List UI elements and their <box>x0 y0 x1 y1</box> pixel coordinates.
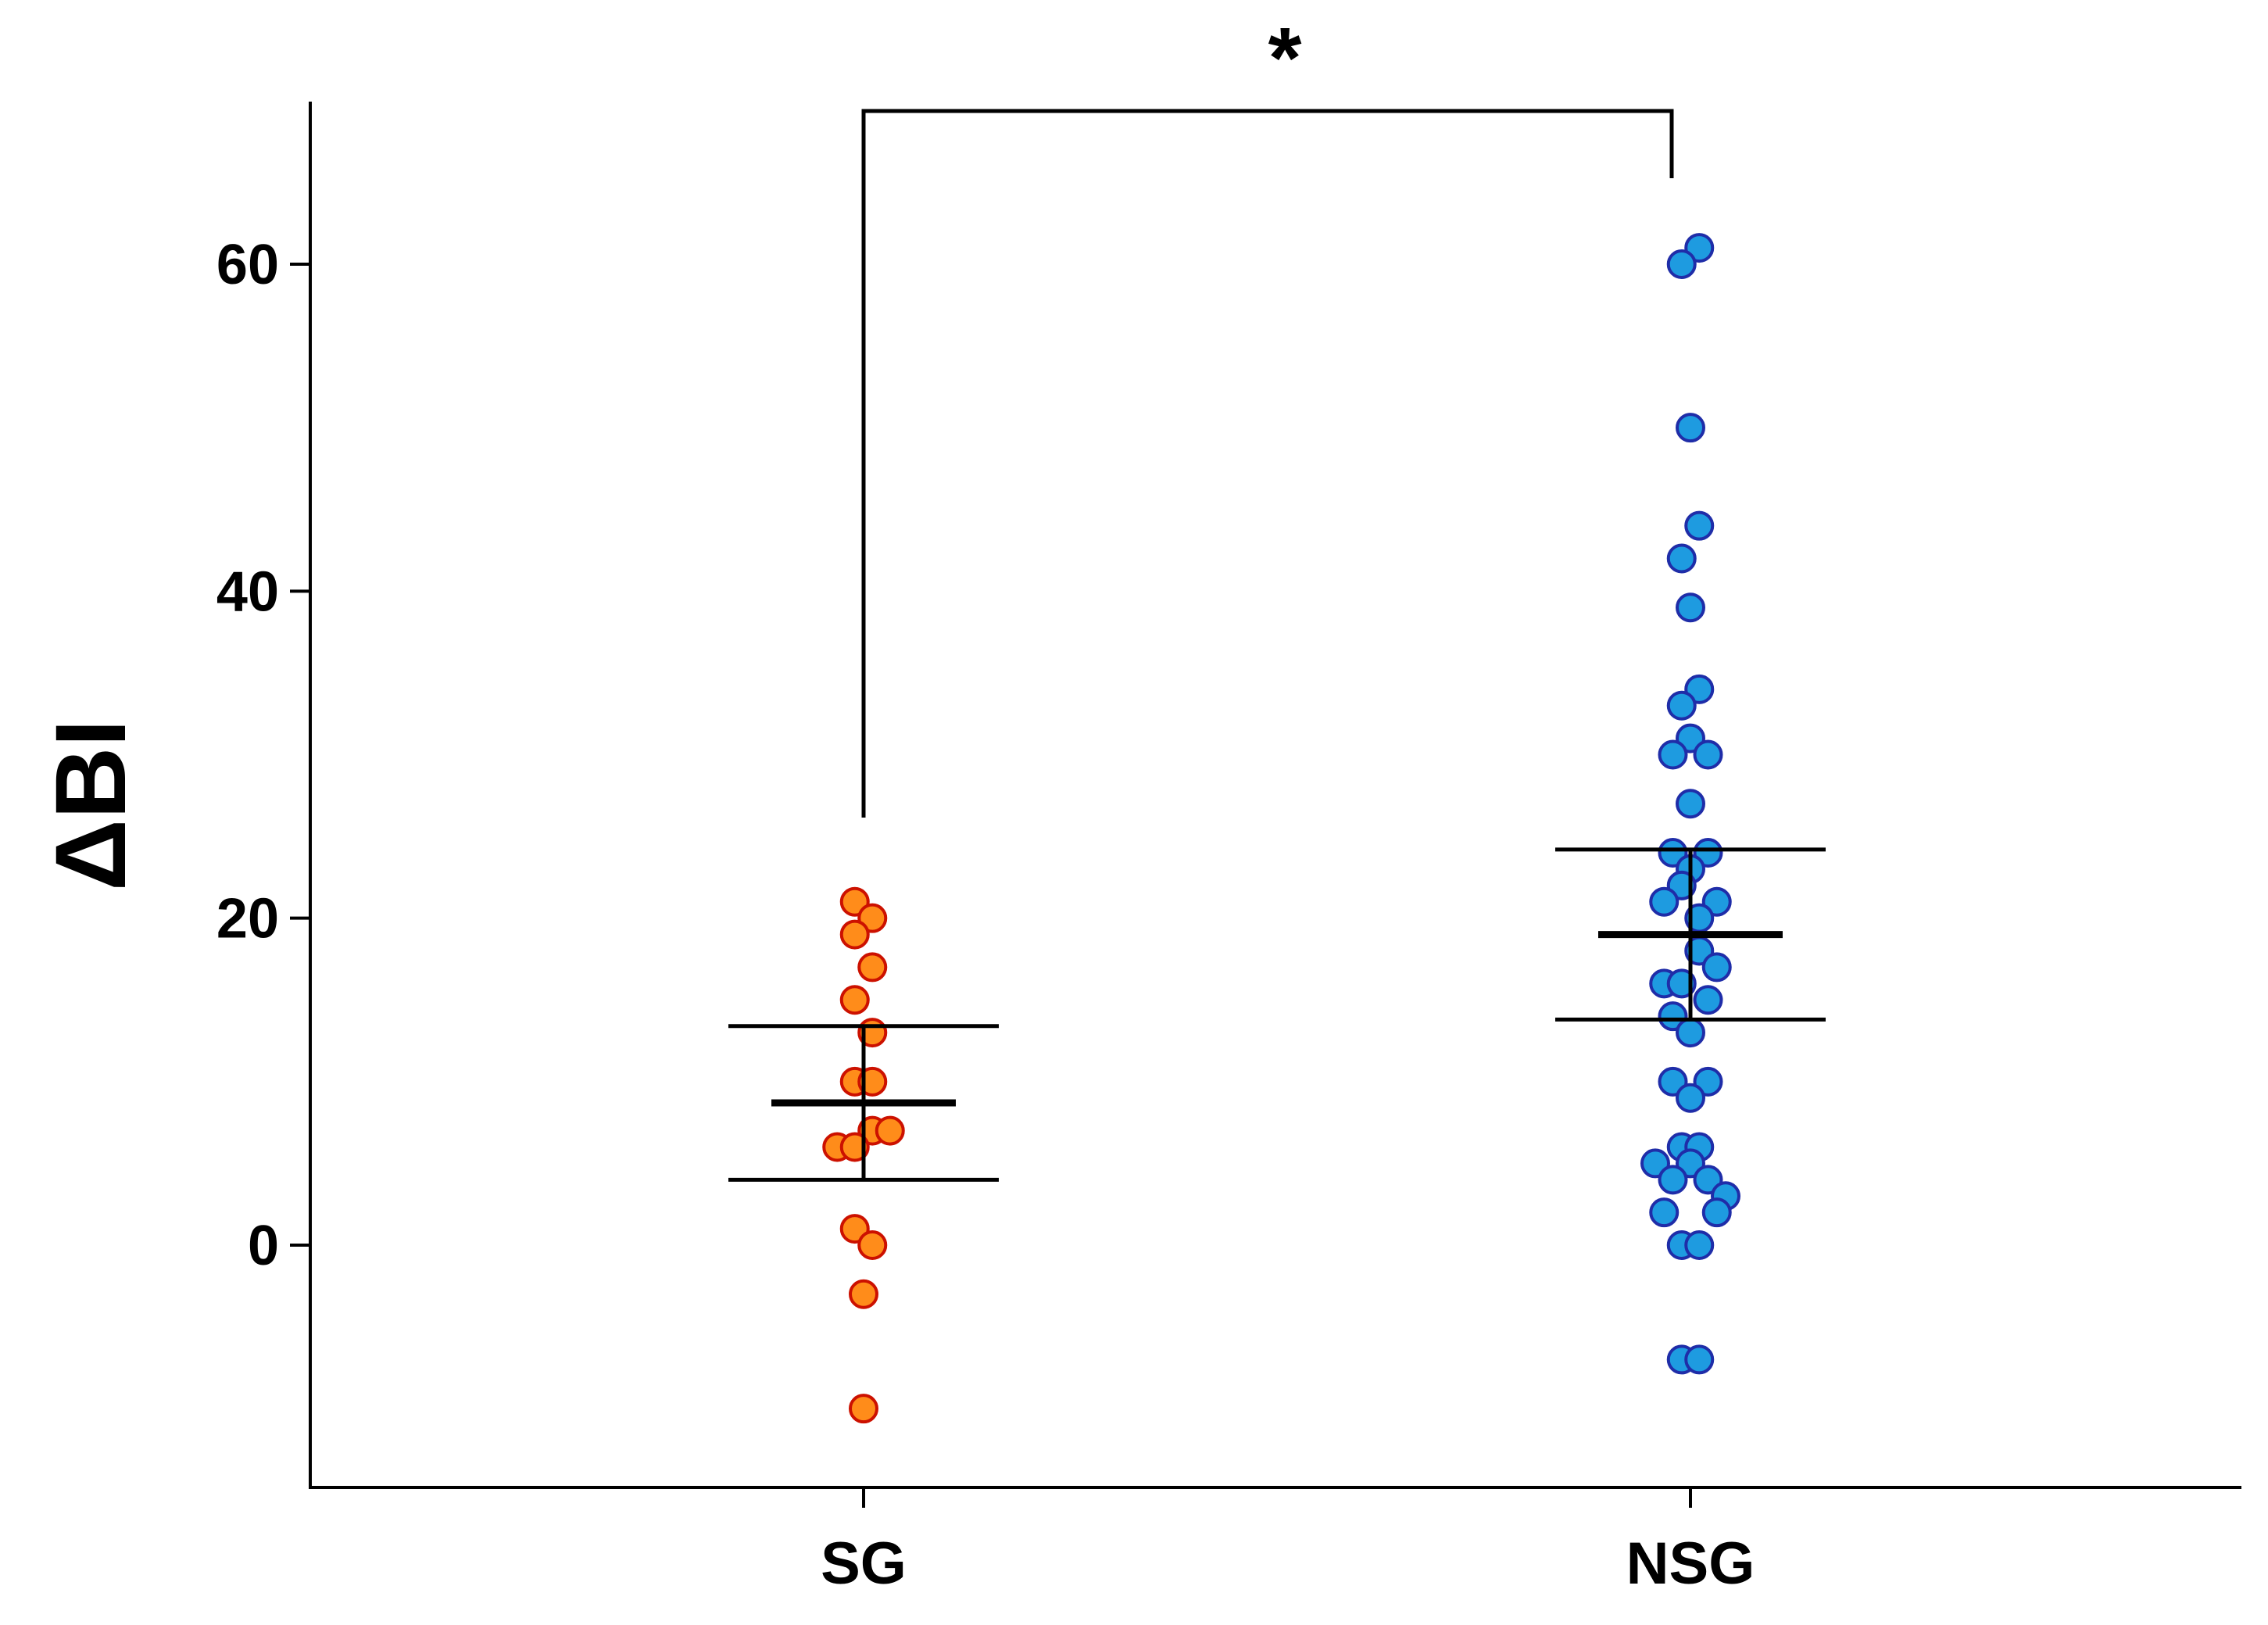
point-nsg <box>1676 1018 1705 1048</box>
y-tick-label: 0 <box>248 1215 279 1277</box>
point-nsg <box>1676 413 1705 443</box>
point-nsg <box>1701 952 1732 983</box>
point-nsg <box>1666 968 1697 999</box>
point-nsg <box>1676 789 1705 819</box>
point-sg <box>849 1394 878 1424</box>
significance-star: * <box>1268 10 1302 106</box>
point-sg <box>857 952 888 983</box>
point-nsg <box>1676 592 1705 623</box>
point-nsg <box>1666 249 1697 279</box>
point-nsg <box>1676 1083 1705 1113</box>
point-sg <box>839 919 870 950</box>
point-sg <box>849 1279 878 1309</box>
point-nsg <box>1658 1165 1688 1195</box>
y-axis-label: ΔBI <box>35 719 147 891</box>
mean-error-bars <box>728 847 1826 1182</box>
y-tick-label: 60 <box>216 234 279 296</box>
point-nsg <box>1693 985 1723 1015</box>
point-nsg <box>1684 1230 1715 1260</box>
point-nsg <box>1649 886 1680 917</box>
y-tick-label: 20 <box>216 888 279 950</box>
point-nsg <box>1684 1344 1715 1375</box>
y-ticks: 0 20 40 60 <box>216 234 310 1277</box>
point-nsg <box>1666 543 1697 574</box>
point-sg <box>857 1066 888 1097</box>
x-categories: SG NSG <box>821 1487 1755 1597</box>
data-points <box>822 233 1740 1424</box>
point-nsg <box>1666 690 1697 721</box>
y-tick-label: 40 <box>216 560 279 623</box>
x-category-label-sg: SG <box>821 1530 907 1597</box>
point-nsg <box>1701 1197 1732 1228</box>
point-sg <box>839 985 870 1015</box>
point-sg <box>839 1132 870 1162</box>
x-category-label-nsg: NSG <box>1626 1530 1755 1597</box>
significance-bracket-line <box>861 109 1674 818</box>
point-nsg <box>1658 739 1688 770</box>
point-sg <box>857 1230 888 1260</box>
axes <box>309 102 2241 1489</box>
significance-bracket: * <box>861 10 1674 818</box>
point-nsg <box>1649 1197 1680 1228</box>
point-sg <box>875 1115 905 1146</box>
point-nsg <box>1693 739 1723 770</box>
point-nsg <box>1684 510 1715 541</box>
